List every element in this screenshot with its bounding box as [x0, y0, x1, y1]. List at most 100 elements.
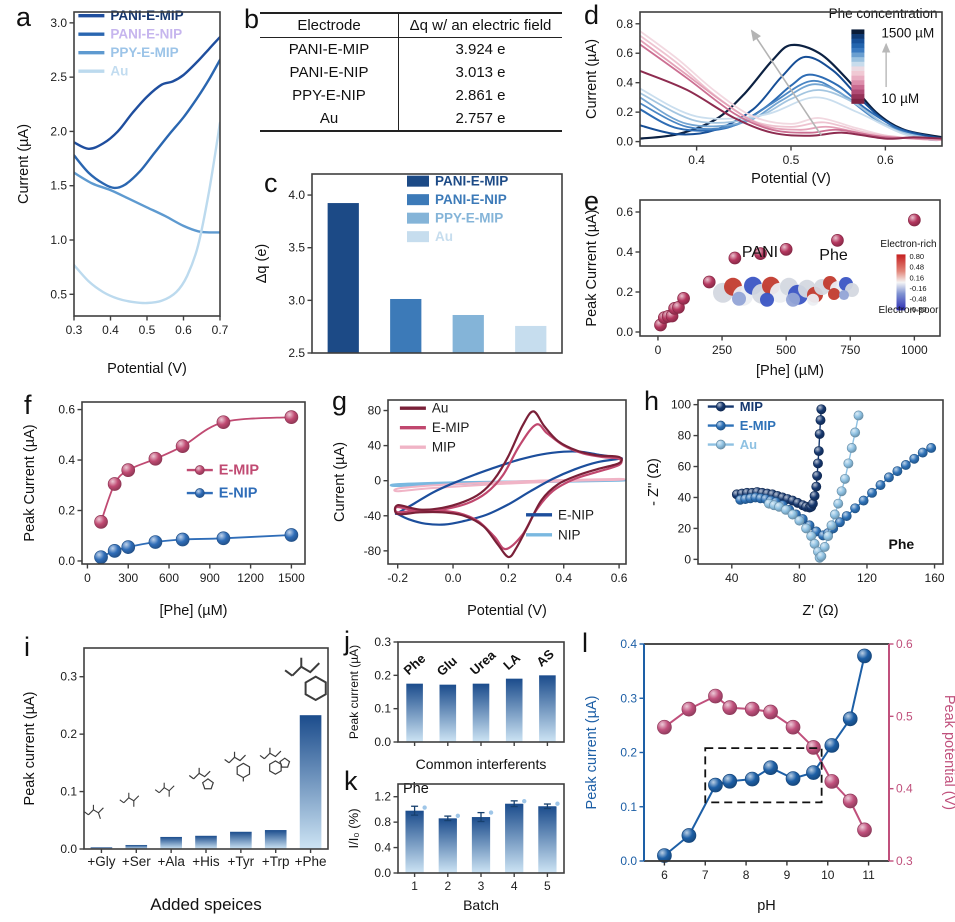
series-blue7 — [640, 87, 942, 141]
svg-text:-0.2: -0.2 — [387, 571, 408, 585]
svg-text:Au: Au — [110, 64, 128, 79]
svg-text:Peak current (µA): Peak current (µA) — [22, 692, 38, 806]
svg-text:MIP: MIP — [740, 399, 763, 414]
svg-text:0.4: 0.4 — [896, 782, 913, 796]
svg-text:PANI-E-NIP: PANI-E-NIP — [110, 27, 182, 42]
panel-c: PANI-E-MIP PANI-E-NIP PPY-E-MIP Au 2.5 3.0 3.5… — [250, 160, 580, 380]
svg-text:0.4: 0.4 — [616, 76, 633, 90]
svg-text:Phe: Phe — [819, 247, 848, 264]
panel-h-chart: MIP E-MIP Au Phe 40 80 120 160 0 20 40 60 80 100 Z' (Ω… — [646, 398, 945, 619]
svg-text:Urea: Urea — [467, 647, 499, 678]
bar — [472, 683, 490, 742]
svg-text:Peak Current (µA): Peak Current (µA) — [584, 209, 600, 326]
svg-text:2.5: 2.5 — [288, 346, 305, 360]
svg-text:0.4: 0.4 — [102, 323, 119, 337]
svg-text:0.4: 0.4 — [620, 637, 637, 651]
svg-text:Phe: Phe — [889, 536, 915, 552]
panel-h-label: h — [644, 386, 660, 416]
panel-g-label: g — [332, 386, 348, 416]
legend: PANI-E-MIP PANI-E-NIP PPY-E-MIP Au — [78, 8, 184, 79]
svg-text:120: 120 — [857, 571, 877, 585]
svg-text:0.48: 0.48 — [910, 263, 925, 272]
svg-text:750: 750 — [840, 343, 860, 357]
svg-text:0.3: 0.3 — [66, 323, 83, 337]
svg-text:+Tyr: +Tyr — [228, 854, 255, 869]
svg-text:0.0: 0.0 — [60, 842, 77, 856]
panel-e-chart: PANI Phe Electron-rich 0.80 0.480.16 -0.16 -0.… — [584, 199, 941, 379]
svg-text:Electron-rich: Electron-rich — [880, 239, 936, 250]
bar — [538, 806, 557, 873]
series-pink4 — [640, 43, 942, 140]
svg-text:1.2: 1.2 — [374, 790, 391, 804]
svg-text:Peak current (µA): Peak current (µA) — [347, 645, 361, 739]
svg-text:5: 5 — [544, 879, 551, 893]
panel-k-label: k — [344, 766, 358, 796]
bar — [160, 836, 182, 849]
svg-text:Peak potential (V): Peak potential (V) — [941, 695, 955, 810]
svg-text:2.0: 2.0 — [50, 124, 67, 138]
svg-text:0.5: 0.5 — [139, 323, 156, 337]
svg-text:Potential (V): Potential (V) — [467, 603, 547, 619]
svg-text:0.0: 0.0 — [620, 854, 637, 868]
svg-text:+His: +His — [192, 854, 220, 869]
svg-text:0.6: 0.6 — [58, 403, 75, 417]
panel-e-label: e — [584, 186, 600, 216]
svg-text:0.0: 0.0 — [374, 735, 391, 749]
svg-text:3.5: 3.5 — [288, 241, 305, 255]
svg-text:AS: AS — [533, 646, 557, 669]
svg-text:1000: 1000 — [901, 343, 928, 357]
svg-text:100: 100 — [671, 398, 691, 412]
legend: PANI-E-MIP PANI-E-NIP PPY-E-MIP Au — [407, 174, 508, 244]
svg-text:0: 0 — [684, 552, 691, 566]
svg-text:0.4: 0.4 — [616, 245, 633, 259]
table-header-electrode: Electrode — [260, 13, 399, 38]
svg-text:0.2: 0.2 — [616, 105, 633, 119]
svg-text:Phe: Phe — [401, 651, 429, 678]
svg-text:0.4: 0.4 — [58, 453, 75, 467]
panel-j-chart: Phe Glu Urea LA AS 0.0 0.1 0.2 0.3 Common interfe… — [347, 635, 565, 772]
svg-text:250: 250 — [712, 343, 732, 357]
legend: MIP E-MIP Au — [707, 399, 776, 452]
bar — [505, 803, 524, 873]
panel-l: 6 7 8 9 10 11 0.0 0.1 0.2 0.3 0.4 0.3 0.4 0.5 0.6 pH Pea… — [580, 630, 955, 922]
svg-text:1200: 1200 — [237, 571, 264, 585]
bar — [471, 817, 491, 873]
svg-text:0.6: 0.6 — [175, 323, 192, 337]
legend: E-NIP NIP — [526, 507, 594, 542]
table-row: PPY-E-NIP 2.861 e — [260, 84, 562, 107]
panel-i: +Gly +Ser +Ala +His +Tyr +Trp +Phe 0.0 0.1 0.2 0.3… — [18, 632, 340, 922]
svg-text:E-NIP: E-NIP — [219, 486, 258, 502]
svg-text:1500: 1500 — [278, 571, 305, 585]
svg-text:0.2: 0.2 — [374, 668, 391, 682]
svg-text:Phe concentration: Phe concentration — [829, 6, 938, 21]
svg-text:10: 10 — [821, 868, 835, 882]
series-PPY-E-MIP — [74, 171, 220, 234]
panel-d-chart: Phe concentration 1500 µM 10 µM 0.4 0.5 0.6 0.… — [584, 6, 943, 187]
svg-text:0.2: 0.2 — [616, 285, 633, 299]
panel-d-label: d — [584, 0, 600, 30]
table-cell: PANI-E-MIP — [260, 37, 399, 61]
panel-f-chart: E-MIP E-NIP 0 300 600 900 1200 1500 0.0 0.2 0.4 0.6… — [22, 401, 306, 619]
svg-text:7: 7 — [702, 868, 709, 882]
svg-text:0.1: 0.1 — [374, 702, 391, 716]
svg-text:-0.48: -0.48 — [910, 295, 927, 304]
table-cell: PANI-E-NIP — [260, 61, 399, 84]
panel-g-chart: Au E-MIP MIP E-NIP NIP -0.2 0.0 0.2 0.4 0.6 -80 -40… — [332, 399, 628, 619]
svg-text:0.3: 0.3 — [374, 635, 391, 649]
molecule-trp-icon — [259, 747, 291, 775]
panel-e: PANI Phe Electron-rich 0.80 0.48 0.16 -0.16 -0.… — [580, 184, 954, 387]
bar — [452, 314, 484, 353]
svg-text:0.4: 0.4 — [555, 571, 572, 585]
svg-text:PPY-E-MIP: PPY-E-MIP — [110, 45, 178, 60]
svg-text:MIP: MIP — [432, 440, 456, 455]
svg-text:1.5: 1.5 — [50, 179, 67, 193]
bar — [230, 831, 252, 849]
svg-text:E-MIP: E-MIP — [432, 420, 470, 435]
svg-text:I/I₀ (%): I/I₀ (%) — [346, 808, 361, 848]
svg-text:Current (µA): Current (µA) — [584, 39, 600, 119]
series-blue2 — [640, 55, 942, 140]
svg-text:-80: -80 — [364, 544, 382, 558]
bar — [327, 203, 359, 353]
svg-text:[Phe] (µM): [Phe] (µM) — [756, 363, 824, 379]
